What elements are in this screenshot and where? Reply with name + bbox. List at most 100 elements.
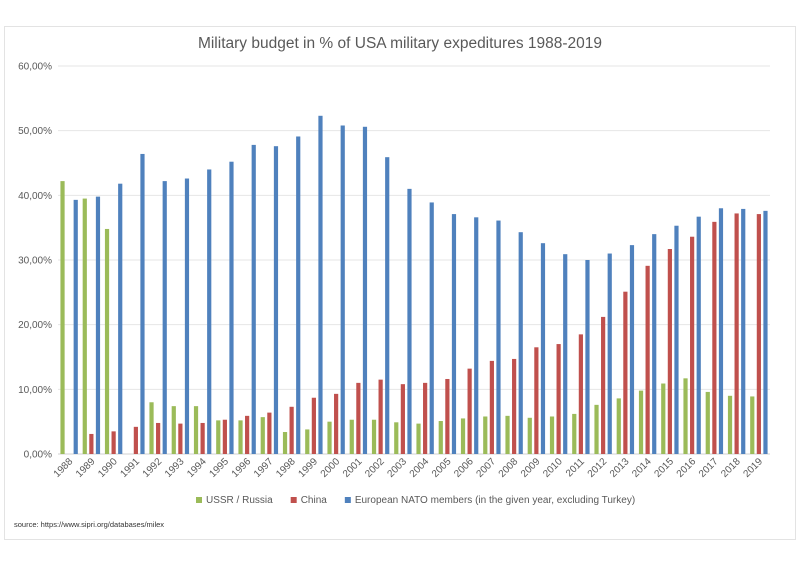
bar-european-2008: [518, 232, 523, 454]
bar-european-2011: [585, 260, 590, 454]
bar-china-2001: [356, 382, 361, 454]
legend-label: USSR / Russia: [206, 495, 273, 506]
bar-european-2012: [607, 253, 612, 454]
bar-china-2019: [756, 214, 761, 454]
bar-ussr-1996: [238, 420, 243, 454]
bar-european-2000: [340, 125, 345, 454]
bar-european-1990: [118, 183, 123, 454]
bar-european-1994: [207, 169, 212, 454]
bar-ussr-2015: [661, 383, 666, 454]
bar-china-2012: [601, 316, 606, 454]
chart-frame: [4, 26, 796, 540]
bar-ussr-2019: [750, 396, 755, 454]
bar-ussr-2012: [594, 404, 599, 454]
bar-ussr-1988: [60, 181, 65, 454]
bar-china-1992: [156, 422, 161, 454]
bar-ussr-1995: [216, 420, 221, 454]
bar-european-2016: [696, 216, 701, 454]
bar-ussr-1998: [282, 432, 288, 454]
bar-china-1996: [245, 415, 250, 454]
bar-european-1992: [162, 181, 167, 454]
bar-ussr-2001: [349, 419, 354, 454]
y-tick-label: 50,00%: [18, 126, 52, 137]
bar-european-2005: [451, 214, 457, 454]
bar-ussr-2010: [549, 416, 555, 454]
bar-china-1995: [222, 419, 227, 454]
bar-european-1998: [296, 136, 301, 454]
bar-ussr-1994: [193, 406, 199, 454]
bar-china-2000: [334, 393, 339, 454]
bar-china-2008: [512, 358, 517, 454]
y-tick-label: 0,00%: [24, 450, 52, 461]
bar-european-2017: [718, 208, 724, 454]
bar-china-2005: [445, 378, 450, 454]
bar-european-2015: [674, 225, 679, 454]
bar-european-1991: [140, 153, 145, 455]
bar-european-2009: [540, 243, 546, 454]
bar-ussr-2009: [527, 417, 532, 454]
bar-china-2016: [690, 236, 695, 454]
bar-china-2018: [734, 213, 739, 454]
bar-china-1990: [111, 431, 116, 454]
bar-european-2007: [496, 220, 501, 454]
bar-european-1993: [184, 178, 190, 454]
bar-european-2013: [629, 245, 635, 454]
bar-european-1996: [251, 144, 256, 455]
bar-ussr-2000: [327, 421, 332, 454]
bar-china-2015: [667, 249, 672, 454]
bar-european-1999: [318, 115, 323, 454]
y-tick-label: 30,00%: [18, 256, 52, 267]
bar-european-1995: [229, 161, 234, 454]
y-tick-label: 60,00%: [18, 62, 52, 73]
bar-china-1998: [289, 406, 294, 454]
bar-ussr-1989: [82, 198, 87, 454]
bar-european-2001: [362, 126, 368, 454]
bar-ussr-2011: [572, 413, 577, 454]
bar-european-1988: [73, 199, 78, 454]
bar-china-1991: [133, 426, 138, 454]
bar-ussr-2002: [371, 419, 377, 454]
legend-label: European NATO members (in the given year…: [355, 495, 635, 506]
bar-china-2003: [400, 384, 405, 454]
bar-ussr-2007: [483, 416, 488, 454]
bar-european-2014: [652, 234, 657, 454]
legend-swatch: [290, 497, 297, 503]
bar-china-1989: [89, 433, 94, 454]
bar-china-2013: [623, 291, 628, 454]
legend-label: China: [301, 495, 328, 506]
bar-ussr-2013: [616, 398, 621, 454]
bar-ussr-1992: [149, 402, 154, 454]
y-tick-label: 40,00%: [18, 191, 52, 202]
bar-china-2004: [423, 382, 428, 454]
bar-china-2010: [556, 344, 561, 454]
y-tick-label: 20,00%: [18, 320, 52, 331]
bar-ussr-2018: [727, 395, 733, 454]
bar-european-2018: [741, 208, 746, 454]
bar-ussr-2014: [638, 390, 644, 454]
bar-china-2007: [489, 360, 494, 454]
bar-european-2004: [429, 202, 434, 454]
bar-european-2003: [407, 188, 412, 454]
bar-european-2006: [474, 217, 479, 454]
bar-china-1999: [311, 397, 316, 454]
bar-china-2006: [467, 368, 472, 454]
bar-china-2014: [645, 265, 650, 454]
bar-china-1994: [200, 422, 205, 454]
bar-china-2011: [578, 334, 583, 454]
bar-ussr-2006: [460, 418, 466, 454]
bar-ussr-1993: [171, 406, 176, 454]
bar-ussr-1999: [305, 429, 310, 454]
bar-china-1993: [178, 423, 183, 454]
bar-ussr-2005: [438, 421, 443, 454]
bar-china-2017: [712, 221, 717, 454]
bar-ussr-2008: [505, 415, 510, 454]
bar-european-1989: [95, 196, 101, 455]
bar-european-1997: [273, 146, 279, 455]
bar-ussr-2003: [394, 422, 399, 454]
bar-ussr-1990: [104, 228, 110, 454]
legend-swatch: [196, 497, 202, 503]
y-tick-label: 10,00%: [18, 385, 52, 396]
bar-ussr-2017: [705, 391, 710, 454]
